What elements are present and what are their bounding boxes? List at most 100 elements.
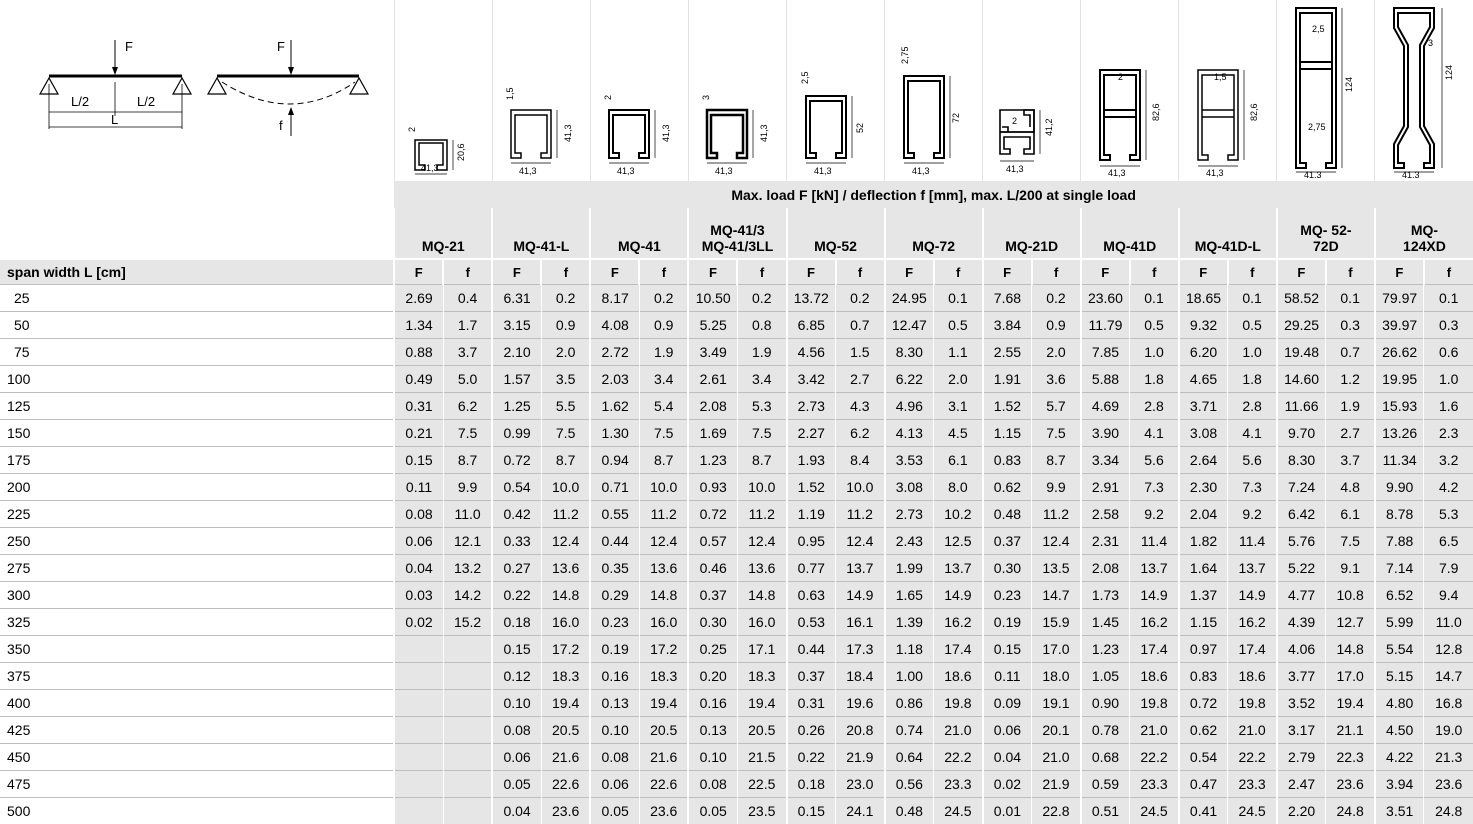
- svg-text:2,5: 2,5: [800, 71, 810, 84]
- load-cell: 39.97: [1375, 312, 1424, 339]
- load-cell: 0.31: [787, 690, 836, 717]
- deflection-cell: 1.8: [1228, 366, 1277, 393]
- load-cell: 2.04: [1179, 501, 1228, 528]
- deflection-cell: 16.1: [836, 609, 885, 636]
- load-cell: 8.30: [885, 339, 934, 366]
- deflection-cell: 0.5: [1130, 312, 1179, 339]
- deflection-cell: 13.7: [836, 555, 885, 582]
- load-cell: 3.90: [1081, 420, 1130, 447]
- deflection-cell: 1.0: [1130, 339, 1179, 366]
- deflection-cell: 7.5: [737, 420, 786, 447]
- svg-text:3: 3: [701, 95, 711, 100]
- deflection-cell: 14.8: [1326, 636, 1375, 663]
- span-width-cell: 400: [0, 690, 394, 717]
- load-cell: 29.25: [1277, 312, 1326, 339]
- load-cell: 0.18: [492, 609, 541, 636]
- load-cell: 12.47: [885, 312, 934, 339]
- profile-name-text: MQ- 52-72D: [1292, 222, 1360, 254]
- load-cell: 0.04: [983, 744, 1032, 771]
- load-cell: 0.10: [590, 717, 639, 744]
- load-cell: 3.53: [885, 447, 934, 474]
- load-cell: 2.27: [787, 420, 836, 447]
- load-cell: 2.47: [1277, 771, 1326, 798]
- col-f: f: [1326, 259, 1375, 285]
- load-cell: 3.17: [1277, 717, 1326, 744]
- load-cell: 5.88: [1081, 366, 1130, 393]
- svg-text:1,5: 1,5: [505, 87, 515, 100]
- load-cell: 13.26: [1375, 420, 1424, 447]
- load-cell: 13.72: [787, 285, 836, 312]
- deflection-cell: 19.8: [1228, 690, 1277, 717]
- load-cell: 0.02: [983, 771, 1032, 798]
- load-cell: 0.74: [885, 717, 934, 744]
- load-cell: 6.31: [492, 285, 541, 312]
- deflection-cell: 10.0: [639, 474, 688, 501]
- svg-text:41,3: 41,3: [617, 166, 635, 176]
- span-width-cell: 350: [0, 636, 394, 663]
- load-cell: 0.08: [590, 744, 639, 771]
- svg-text:2: 2: [603, 95, 613, 100]
- deflection-cell: 0.1: [1228, 285, 1277, 312]
- load-cell: 0.11: [983, 663, 1032, 690]
- deflection-cell: 16.2: [1130, 609, 1179, 636]
- svg-text:52: 52: [855, 123, 865, 133]
- load-cell: 0.46: [688, 555, 737, 582]
- load-cell: 15.93: [1375, 393, 1424, 420]
- load-cell: 6.42: [1277, 501, 1326, 528]
- svg-text:41,3: 41,3: [1206, 168, 1224, 178]
- load-cell: 0.59: [1081, 771, 1130, 798]
- deflection-cell: 22.3: [1326, 744, 1375, 771]
- deflection-cell: 0.9: [541, 312, 590, 339]
- svg-text:1,5: 1,5: [1214, 72, 1227, 82]
- deflection-cell: 13.5: [1032, 555, 1081, 582]
- span-width-cell: 425: [0, 717, 394, 744]
- deflection-cell: 17.3: [836, 636, 885, 663]
- load-cell: 0.54: [1179, 744, 1228, 771]
- deflection-cell: 3.7: [1326, 447, 1375, 474]
- deflection-cell: 0.5: [934, 312, 983, 339]
- deflection-cell: 8.7: [443, 447, 492, 474]
- deflection-cell: 23.0: [836, 771, 885, 798]
- svg-text:82,6: 82,6: [1249, 103, 1259, 121]
- deflection-cell: 0.7: [1326, 339, 1375, 366]
- load-cell: 26.62: [1375, 339, 1424, 366]
- deflection-cell: 21.9: [1032, 771, 1081, 798]
- span-width-cell: 375: [0, 663, 394, 690]
- deflection-cell: 12.4: [639, 528, 688, 555]
- deflection-cell: 3.2: [1424, 447, 1473, 474]
- load-cell: 6.20: [1179, 339, 1228, 366]
- deflection-cell: 23.6: [541, 798, 590, 824]
- svg-text:124: 124: [1344, 77, 1354, 92]
- profile-name-text: MQ-41/3 MQ-41/3LL: [695, 222, 779, 254]
- span-width-cell: 125: [0, 393, 394, 420]
- deflection-cell: 22.6: [541, 771, 590, 798]
- deflection-cell: 21.0: [1032, 744, 1081, 771]
- force-label-2: F: [277, 39, 285, 54]
- load-cell: 11.66: [1277, 393, 1326, 420]
- deflection-cell: 0.2: [1032, 285, 1081, 312]
- col-f: f: [1130, 259, 1179, 285]
- load-cell: 0.05: [492, 771, 541, 798]
- col-F: F: [492, 259, 541, 285]
- deflection-cell: 20.5: [541, 717, 590, 744]
- load-cell: 0.72: [492, 447, 541, 474]
- load-cell: 0.04: [394, 555, 443, 582]
- deflection-cell: 2.8: [1228, 393, 1277, 420]
- deflection-cell: 3.7: [443, 339, 492, 366]
- load-cell: [394, 690, 443, 717]
- load-cell: 2.64: [1179, 447, 1228, 474]
- load-cell: 8.17: [590, 285, 639, 312]
- deflection-cell: 18.6: [1228, 663, 1277, 690]
- deflection-cell: 2.7: [836, 366, 885, 393]
- load-cell: 0.71: [590, 474, 639, 501]
- deflection-cell: 0.2: [639, 285, 688, 312]
- deflection-cell: 0.2: [836, 285, 885, 312]
- load-cell: 1.52: [983, 393, 1032, 420]
- span-width-cell: 50: [0, 312, 394, 339]
- svg-text:124: 124: [1444, 65, 1454, 80]
